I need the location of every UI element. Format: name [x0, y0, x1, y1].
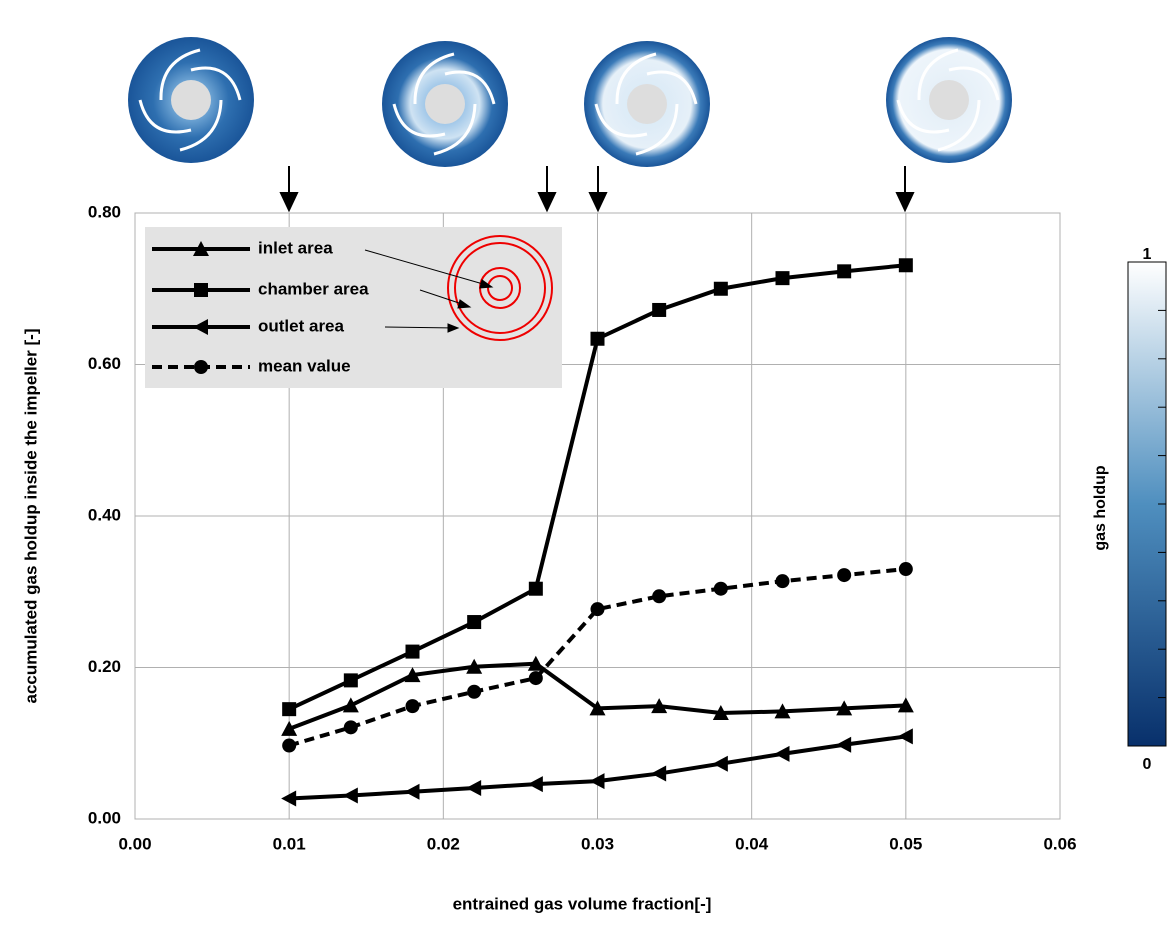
marker	[194, 360, 208, 374]
marker	[529, 582, 543, 596]
x-tick-label: 0.01	[273, 834, 306, 853]
marker	[837, 568, 851, 582]
marker	[343, 788, 358, 804]
x-axis-title: entrained gas volume fraction[-]	[453, 894, 712, 913]
marker	[528, 776, 543, 792]
marker	[591, 332, 605, 346]
colorbar-label: gas holdup	[1092, 465, 1109, 551]
marker	[344, 720, 358, 734]
marker	[776, 271, 790, 285]
marker	[714, 282, 728, 296]
marker	[406, 699, 420, 713]
legend-label: inlet area	[258, 238, 333, 257]
marker	[899, 258, 913, 272]
x-tick-label: 0.04	[735, 834, 769, 853]
marker	[713, 756, 728, 772]
marker	[899, 562, 913, 576]
marker	[467, 615, 481, 629]
y-axis-title: accumulated gas holdup inside the impell…	[21, 328, 40, 703]
marker	[343, 697, 359, 712]
marker	[405, 784, 420, 800]
x-tick-label: 0.02	[427, 834, 460, 853]
marker	[529, 671, 543, 685]
marker	[282, 739, 296, 753]
marker	[837, 264, 851, 278]
marker	[775, 746, 790, 762]
legend-label: chamber area	[258, 279, 369, 298]
marker	[776, 574, 790, 588]
y-tick-label: 0.40	[88, 505, 121, 524]
marker	[652, 303, 666, 317]
impeller-images	[128, 37, 1012, 167]
legend-label: mean value	[258, 356, 351, 375]
colorbar-min-label: 0	[1143, 756, 1152, 773]
pointer-arrows	[281, 166, 913, 210]
x-tick-label: 0.06	[1043, 834, 1076, 853]
marker	[836, 737, 851, 753]
marker	[652, 589, 666, 603]
marker	[406, 645, 420, 659]
legend-label: outlet area	[258, 316, 345, 335]
marker	[467, 685, 481, 699]
x-tick-label: 0.00	[118, 834, 151, 853]
colorbar-max-label: 1	[1143, 246, 1152, 263]
marker	[194, 283, 208, 297]
y-tick-label: 0.20	[88, 657, 121, 676]
x-tick-label: 0.05	[889, 834, 922, 853]
chart: entrained gas volume fraction[-] accumul…	[0, 0, 1171, 922]
y-tick-label: 0.00	[88, 808, 121, 827]
y-tick-label: 0.80	[88, 202, 121, 221]
marker	[344, 673, 358, 687]
marker	[282, 702, 296, 716]
marker	[466, 780, 481, 796]
y-tick-label: 0.60	[88, 354, 121, 373]
marker	[651, 766, 666, 782]
x-tick-label: 0.03	[581, 834, 614, 853]
marker	[714, 582, 728, 596]
marker	[591, 602, 605, 616]
